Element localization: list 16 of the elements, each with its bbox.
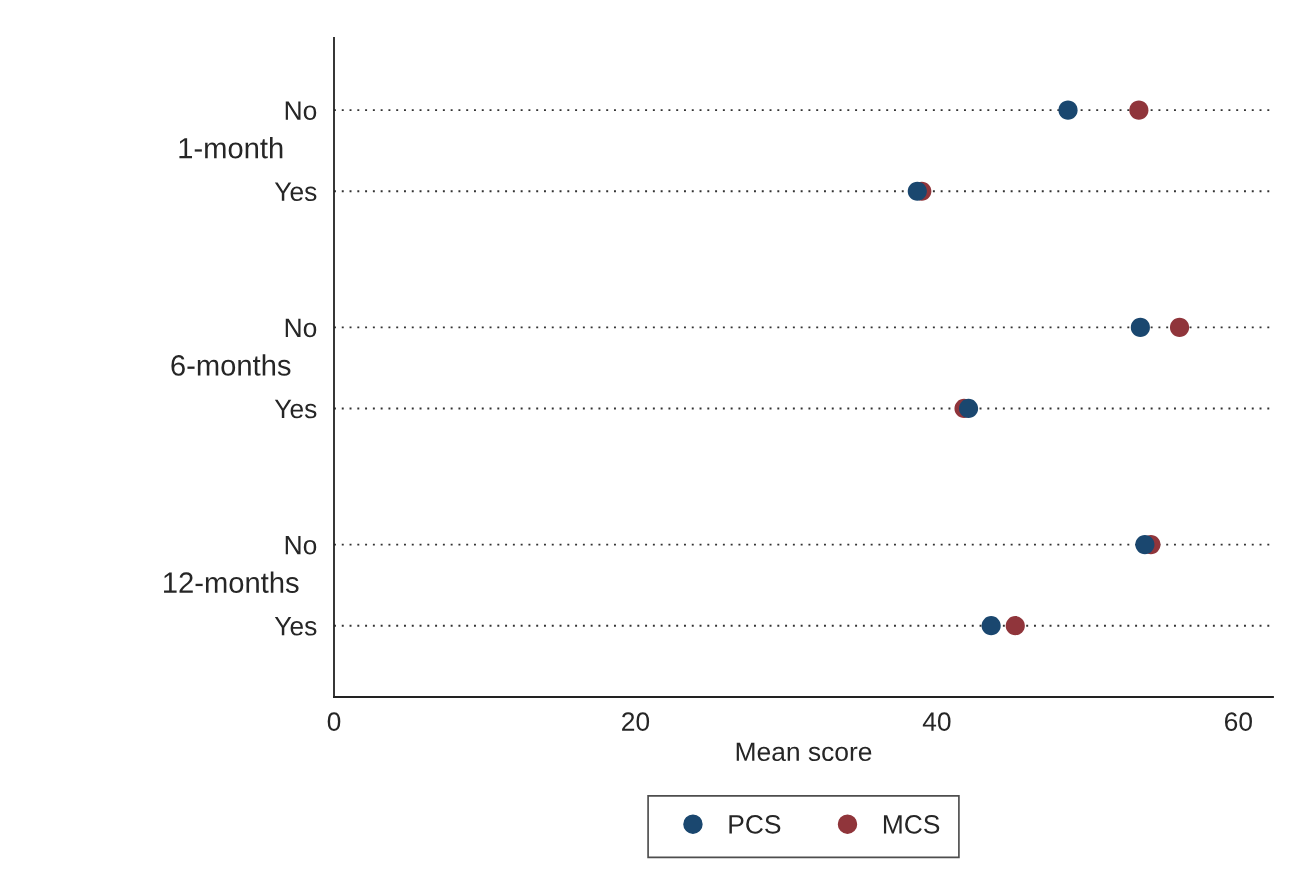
y-tick-label: No (285, 318, 317, 338)
y-tick-label: Yes (274, 182, 317, 202)
legend-label: MCS (883, 815, 940, 834)
y-tick-label: No (285, 536, 317, 555)
text: 1-month (179, 137, 283, 159)
x-axis-title: Mean score (736, 742, 872, 762)
x-tick-label: 40 (922, 712, 951, 731)
text: 6-months (171, 354, 291, 376)
x-tick-label: 60 (1225, 712, 1252, 731)
y-tick-label: No (285, 101, 317, 120)
x-tick-label: 0 (327, 712, 341, 731)
y-tick-label: Yes (274, 399, 317, 419)
legend-label: PCS (729, 815, 781, 834)
y-tick-label: Yes (274, 617, 317, 636)
x-tick-label: 20 (622, 712, 650, 731)
text: 12-months (164, 571, 299, 593)
